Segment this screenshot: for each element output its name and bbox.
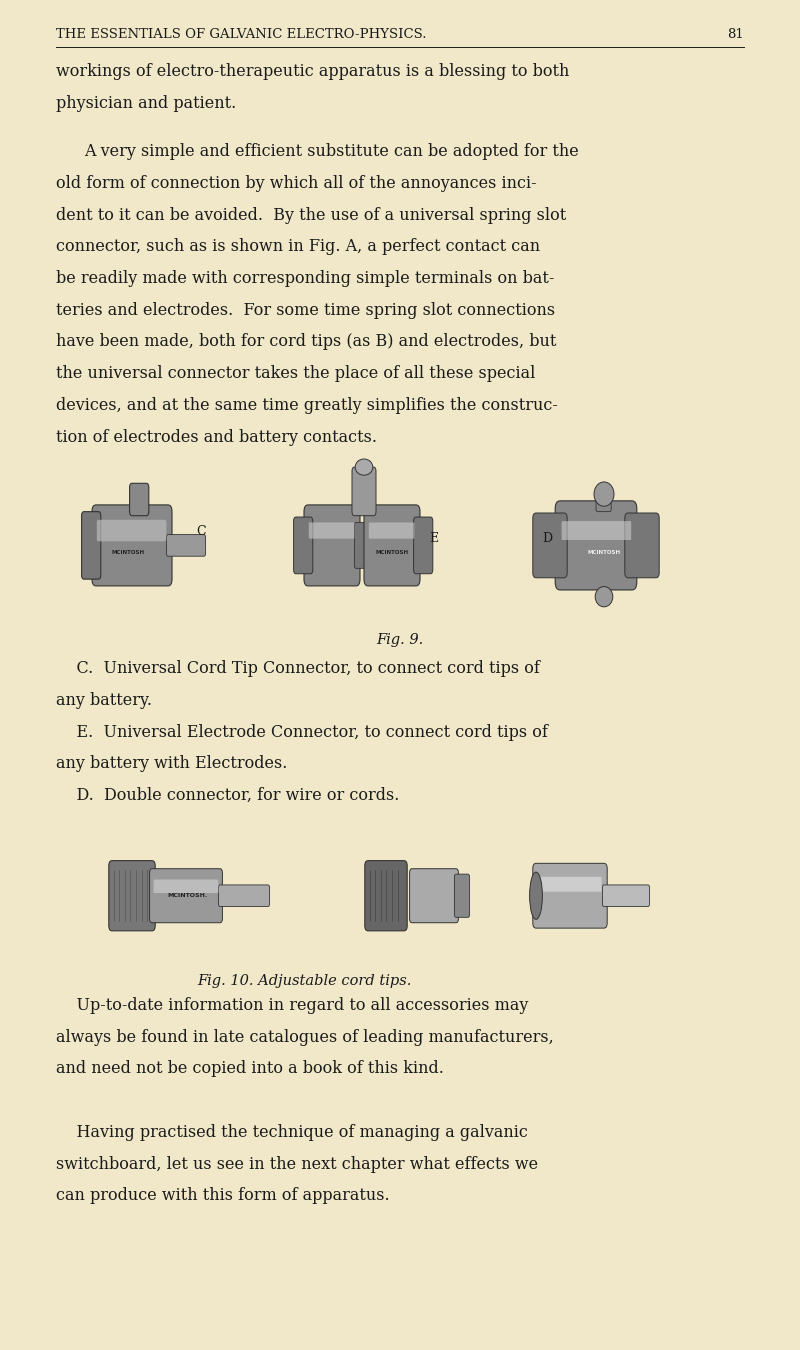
Text: and need not be copied into a book of this kind.: and need not be copied into a book of th… [56,1061,444,1077]
Text: switchboard, let us see in the next chapter what effects we: switchboard, let us see in the next chap… [56,1156,538,1173]
Text: tion of electrodes and battery contacts.: tion of electrodes and battery contacts. [56,429,377,446]
Ellipse shape [595,587,613,608]
Text: dent to it can be avoided.  By the use of a universal spring slot: dent to it can be avoided. By the use of… [56,207,566,224]
FancyBboxPatch shape [309,522,354,539]
FancyBboxPatch shape [218,886,270,907]
Text: devices, and at the same time greatly simplifies the construc-: devices, and at the same time greatly si… [56,397,558,414]
Text: always be found in late catalogues of leading manufacturers,: always be found in late catalogues of le… [56,1029,554,1046]
Text: D: D [542,532,552,545]
Text: can produce with this form of apparatus.: can produce with this form of apparatus. [56,1188,390,1204]
Text: Fig. 10. Adjustable cord tips.: Fig. 10. Adjustable cord tips. [197,975,411,988]
Text: MCINTOSH.: MCINTOSH. [168,894,208,898]
Text: C.  Universal Cord Tip Connector, to connect cord tips of: C. Universal Cord Tip Connector, to conn… [56,660,540,678]
FancyBboxPatch shape [130,483,149,516]
Text: teries and electrodes.  For some time spring slot connections: teries and electrodes. For some time spr… [56,302,555,319]
Text: any battery with Electrodes.: any battery with Electrodes. [56,756,287,772]
FancyBboxPatch shape [365,861,407,932]
FancyBboxPatch shape [82,512,101,579]
Text: E: E [430,532,438,545]
FancyBboxPatch shape [304,505,360,586]
FancyBboxPatch shape [533,513,567,578]
Text: 81: 81 [727,27,744,40]
FancyBboxPatch shape [294,517,313,574]
FancyBboxPatch shape [150,869,222,923]
FancyBboxPatch shape [625,513,659,578]
Text: have been made, both for cord tips (as B) and electrodes, but: have been made, both for cord tips (as B… [56,333,556,351]
Text: A very simple and efficient substitute can be adopted for the: A very simple and efficient substitute c… [84,143,578,161]
Text: workings of electro-therapeutic apparatus is a blessing to both: workings of electro-therapeutic apparatu… [56,63,570,81]
FancyBboxPatch shape [533,864,607,929]
FancyBboxPatch shape [166,535,206,556]
Text: C: C [196,525,206,539]
Ellipse shape [594,482,614,506]
Text: connector, such as is shown in Fig. A, a perfect contact can: connector, such as is shown in Fig. A, a… [56,239,540,255]
Text: the universal connector takes the place of all these special: the universal connector takes the place … [56,366,535,382]
FancyBboxPatch shape [602,886,650,907]
Ellipse shape [530,872,542,919]
Text: Having practised the technique of managing a galvanic: Having practised the technique of managi… [56,1125,528,1141]
FancyBboxPatch shape [364,505,420,586]
FancyBboxPatch shape [369,522,414,539]
FancyBboxPatch shape [538,878,602,892]
Text: Up-to-date information in regard to all accessories may: Up-to-date information in regard to all … [56,998,528,1014]
Text: E.  Universal Electrode Connector, to connect cord tips of: E. Universal Electrode Connector, to con… [56,724,548,741]
Text: MCINTOSH: MCINTOSH [375,549,409,555]
Text: MCINTOSH: MCINTOSH [587,549,621,555]
Text: Fig. 9.: Fig. 9. [376,633,424,647]
Text: D.  Double connector, for wire or cords.: D. Double connector, for wire or cords. [56,787,399,805]
FancyBboxPatch shape [97,520,166,541]
FancyBboxPatch shape [562,521,631,540]
FancyBboxPatch shape [596,490,611,512]
Ellipse shape [355,459,373,475]
FancyBboxPatch shape [109,861,155,932]
FancyBboxPatch shape [154,880,218,894]
FancyBboxPatch shape [454,875,470,918]
Text: physician and patient.: physician and patient. [56,95,236,112]
Text: be readily made with corresponding simple terminals on bat-: be readily made with corresponding simpl… [56,270,554,288]
FancyBboxPatch shape [410,869,458,923]
Text: any battery.: any battery. [56,693,152,709]
FancyBboxPatch shape [92,505,172,586]
FancyBboxPatch shape [352,467,376,516]
FancyBboxPatch shape [414,517,433,574]
FancyBboxPatch shape [354,522,370,568]
Text: old form of connection by which all of the annoyances inci-: old form of connection by which all of t… [56,176,537,192]
Text: THE ESSENTIALS OF GALVANIC ELECTRO-PHYSICS.: THE ESSENTIALS OF GALVANIC ELECTRO-PHYSI… [56,27,426,40]
FancyBboxPatch shape [555,501,637,590]
Text: MCINTOSH: MCINTOSH [111,549,145,555]
